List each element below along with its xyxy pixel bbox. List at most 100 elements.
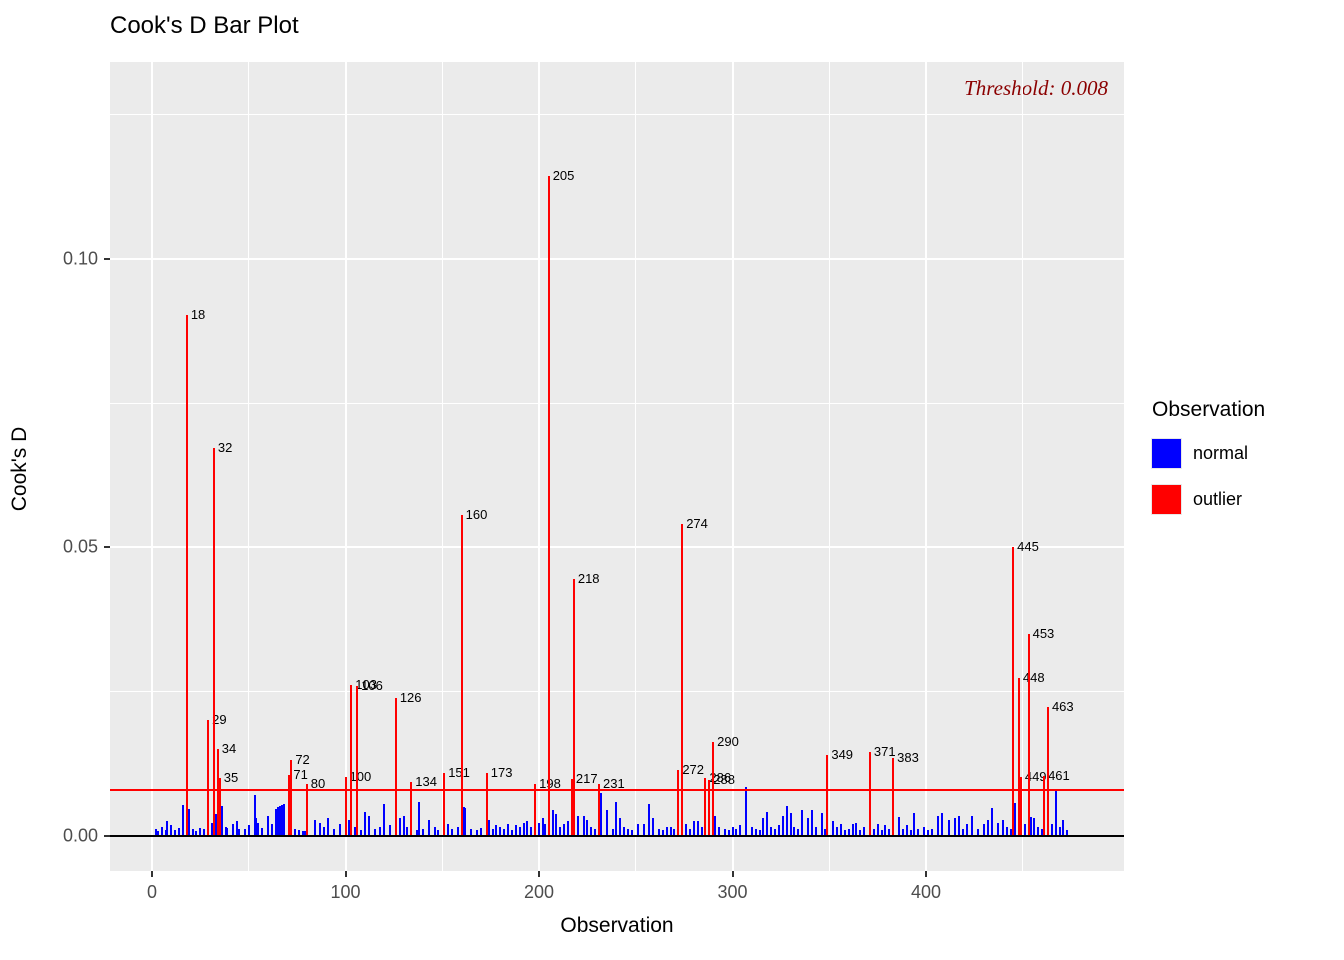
outlier-bar [460, 514, 463, 836]
normal-bar [1050, 824, 1053, 836]
outlier-bar [1017, 678, 1020, 836]
plot-title: Cook's D Bar Plot [110, 12, 299, 39]
gridline-x-major [538, 62, 540, 871]
normal-bar [739, 825, 742, 836]
bar-label: 34 [221, 741, 237, 757]
outlier-bar [1046, 706, 1049, 836]
normal-bar [770, 827, 773, 836]
normal-bar [294, 828, 297, 836]
bar-label: 18 [190, 307, 206, 323]
normal-bar [623, 827, 626, 836]
normal-bar [261, 828, 264, 836]
normal-bar [164, 830, 167, 836]
bar-label: 72 [295, 752, 310, 768]
legend-title: Observation [1152, 398, 1266, 421]
normal-bar [1041, 828, 1044, 836]
normal-bar [319, 823, 322, 836]
normal-bar [1033, 818, 1036, 836]
outlier-bar [485, 773, 488, 836]
normal-bar [526, 821, 529, 836]
gridline-y-major [110, 257, 1124, 260]
bar-label: 463 [1051, 698, 1074, 714]
normal-bar [897, 817, 900, 836]
normal-bar [880, 830, 883, 836]
normal-bar [367, 815, 370, 836]
normal-bar [487, 819, 490, 836]
normal-bar [247, 825, 250, 836]
normal-bar [495, 825, 498, 836]
outlier-bar [288, 775, 291, 836]
normal-bar [832, 821, 835, 836]
normal-bar [267, 816, 270, 836]
normal-bar [174, 830, 177, 836]
bar-label: 448 [1022, 670, 1045, 686]
normal-bar [464, 808, 467, 836]
normal-bar [1054, 790, 1057, 836]
x-tick-mark [150, 871, 153, 877]
outlier-bar [704, 778, 707, 836]
normal-bar [491, 828, 494, 836]
normal-bar [567, 821, 570, 836]
bar-label: 449 [1024, 768, 1047, 784]
outlier-bar [570, 778, 573, 836]
normal-bar [456, 827, 459, 836]
bar-label: 371 [873, 743, 896, 759]
normal-bar [551, 809, 554, 836]
outlier-bar [350, 685, 353, 836]
normal-bar [470, 828, 473, 836]
normal-bar [398, 818, 401, 836]
outlier-bar [681, 523, 684, 836]
legend-item-normal: normal [1151, 437, 1342, 469]
outlier-bar [290, 760, 293, 836]
normal-bar [203, 829, 206, 836]
normal-bar [810, 809, 813, 836]
normal-bar [503, 828, 506, 836]
outlier-bar [547, 176, 550, 836]
outlier-bar [1019, 776, 1022, 836]
bar-label: 461 [1048, 768, 1070, 784]
normal-bar [814, 827, 817, 836]
normal-bar [766, 811, 769, 836]
normal-bar [642, 824, 645, 836]
normal-bar [696, 821, 699, 836]
normal-bar [298, 830, 301, 836]
normal-bar [563, 824, 566, 836]
bar-label: 106 [361, 678, 383, 694]
normal-bar [692, 821, 695, 836]
normal-bar [745, 787, 748, 836]
gridline-x-minor [635, 62, 637, 871]
normal-bar [538, 823, 540, 836]
outlier-bar [394, 698, 397, 836]
x-tick-label: 200 [523, 882, 555, 902]
legend-label-normal: normal [1193, 442, 1249, 463]
normal-bar [210, 823, 213, 836]
normal-bar [665, 827, 668, 836]
normal-bar [876, 824, 879, 836]
gridline-x-major [344, 62, 347, 871]
normal-bar [166, 821, 169, 836]
normal-bar [586, 819, 589, 836]
gridline-y-major [110, 546, 1124, 549]
threshold-annotation: Threshold: 0.008 [964, 75, 1108, 100]
normal-bar [820, 812, 823, 836]
outlier-bar [212, 448, 215, 836]
normal-bar [476, 830, 479, 836]
normal-bar [191, 828, 194, 836]
normal-bar [226, 828, 229, 836]
bar-label: 160 [465, 506, 488, 522]
normal-bar [627, 828, 630, 836]
gridline-x-minor [828, 62, 830, 871]
normal-bar [402, 815, 405, 836]
normal-bar [731, 827, 734, 836]
normal-bar [421, 828, 424, 836]
outlier-bar [892, 758, 895, 836]
gridline-x-major [150, 62, 153, 871]
normal-bar [301, 830, 304, 836]
normal-bar [582, 815, 585, 836]
normal-bar [793, 827, 796, 836]
normal-bar [170, 825, 173, 836]
normal-bar [359, 830, 362, 836]
normal-bar [905, 825, 908, 836]
normal-bar [599, 792, 602, 836]
